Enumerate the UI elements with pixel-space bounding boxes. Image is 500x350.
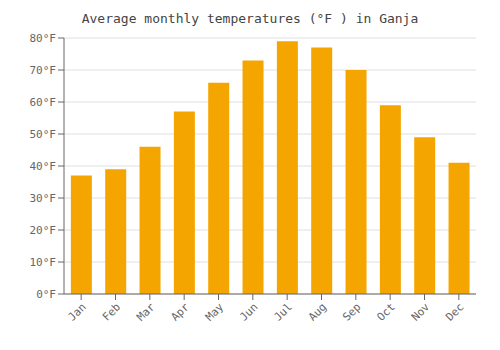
svg-text:Jul: Jul — [272, 300, 295, 323]
svg-text:Aug: Aug — [306, 300, 329, 323]
svg-text:Apr: Apr — [169, 300, 193, 324]
svg-text:20°F: 20°F — [30, 224, 57, 237]
svg-text:60°F: 60°F — [30, 96, 57, 109]
svg-text:Oct: Oct — [375, 300, 398, 323]
html-text:Average monthly temperatures (: Average monthly temperatures (°F ) in Ga… — [81, 11, 419, 26]
svg-text:Mar: Mar — [134, 300, 158, 324]
svg-text:40°F: 40°F — [30, 160, 57, 173]
svg-text:Feb: Feb — [100, 300, 123, 323]
svg-text:0°F: 0°F — [36, 288, 56, 301]
svg-text:Jun: Jun — [237, 300, 260, 323]
svg-text:50°F: 50°F — [30, 128, 57, 141]
svg-text:10°F: 10°F — [30, 256, 57, 269]
svg-text:Dec: Dec — [443, 300, 466, 323]
svg-text:80°F: 80°F — [30, 32, 57, 45]
svg-text:Nov: Nov — [409, 300, 433, 324]
svg-text:Sep: Sep — [340, 300, 363, 323]
svg-text:Jan: Jan — [66, 300, 89, 323]
svg-text:May: May — [203, 300, 227, 324]
svg-text:70°F: 70°F — [30, 64, 57, 77]
svg-text:30°F: 30°F — [30, 192, 57, 205]
